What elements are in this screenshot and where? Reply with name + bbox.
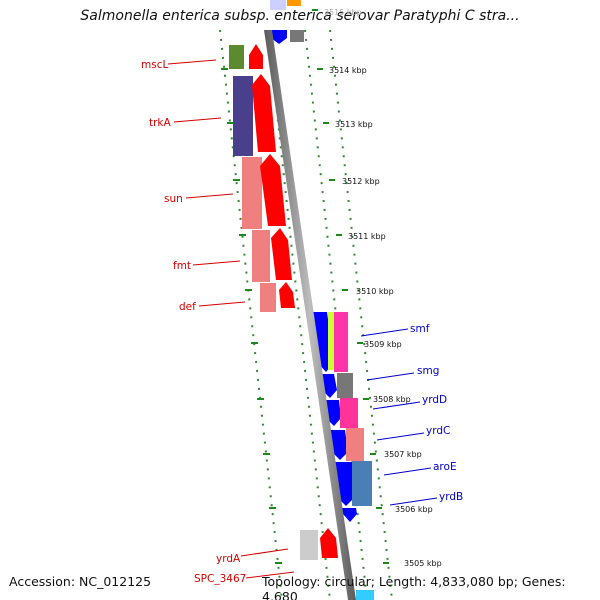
ruler-tick-3509: 3509 kbp	[357, 340, 402, 349]
cds-fmt[interactable]	[271, 228, 292, 280]
gene-label-text: smf	[410, 323, 430, 335]
ruler-label: 3508 kbp	[373, 395, 411, 404]
gene-label-text: fmt	[173, 260, 191, 272]
genome-backbone	[264, 30, 356, 600]
gene-label-smf[interactable]: smf	[360, 323, 430, 337]
gene-label-yrdC[interactable]: yrdC	[376, 425, 450, 441]
ruler-label: 3515 kbp	[324, 8, 362, 17]
gene-label-SPC_3467[interactable]: SPC_3467	[194, 571, 295, 585]
cds-mscL[interactable]	[249, 44, 263, 69]
gene-label-text: yrdB	[439, 491, 463, 503]
gene-label-yrdA[interactable]: yrdA	[216, 548, 289, 565]
gene-label-text: trkA	[149, 117, 172, 129]
ruler-tick-3510: 3510 kbp	[342, 287, 394, 296]
ruler-label: 3512 kbp	[342, 177, 380, 186]
track-boundary-inner-left	[267, 29, 331, 600]
ruler-tick-3512: 3512 kbp	[329, 177, 380, 186]
ruler-tick-3505: 3505 kbp	[383, 559, 442, 568]
gene-label-mscL[interactable]: mscL	[141, 59, 217, 71]
ruler-label: 3511 kbp	[348, 232, 386, 241]
ruler-label: 3513 kbp	[335, 120, 373, 129]
gene-label-text: mscL	[141, 59, 168, 71]
gene-label-smg[interactable]: smg	[366, 365, 439, 381]
ruler-tick-3508: 3508 kbp	[363, 395, 411, 404]
ruler-label: 3509 kbp	[364, 340, 402, 349]
track-boundary-outer-right	[329, 29, 393, 600]
top-partial-genes	[270, 0, 304, 44]
ruler-label: 3507 kbp	[384, 450, 422, 459]
cds-reverse-group	[249, 44, 338, 558]
ruler-tick-3507: 3507 kbp	[370, 450, 422, 459]
gene-label-text: def	[179, 301, 196, 313]
track-boundary-outer-left	[219, 29, 283, 600]
gene-label-aroE[interactable]: aroE	[383, 461, 457, 476]
gene-label-text: yrdC	[426, 425, 450, 437]
gene-label-trkA[interactable]: trkA	[149, 117, 222, 129]
ruler-tick-3515: 3515 kbp	[312, 8, 362, 17]
reverse-track-blocks	[229, 45, 318, 560]
cds-trkA[interactable]	[252, 74, 276, 152]
gene-label-text: sun	[164, 193, 183, 205]
gene-label-yrdB[interactable]: yrdB	[389, 491, 463, 506]
gene-label-text: smg	[417, 365, 439, 377]
gene-label-text: yrdA	[216, 553, 241, 565]
gene-label-text: yrdD	[422, 394, 447, 406]
gene-label-text: SPC_3467	[194, 573, 246, 585]
ruler-tick-3511: 3511 kbp	[336, 232, 386, 241]
ruler-tick-3513: 3513 kbp	[323, 120, 373, 129]
ruler-label: 3505 kbp	[404, 559, 442, 568]
ruler-ticks-left	[221, 68, 282, 564]
gene-label-def[interactable]: def	[179, 301, 246, 313]
gene-label-fmt[interactable]: fmt	[173, 260, 241, 272]
accession-label: Accession: NC_012125	[9, 574, 152, 589]
genome-stats-label: Topology: circular; Length: 4,833,080 bp…	[262, 574, 566, 600]
gene-label-sun[interactable]: sun	[164, 193, 234, 205]
cds-yrdB[interactable]	[342, 508, 357, 522]
cds-yrdA[interactable]	[320, 528, 338, 558]
gene-label-yrdD[interactable]: yrdD	[372, 394, 447, 410]
cds-def[interactable]	[279, 282, 295, 308]
ruler-label: 3510 kbp	[356, 287, 394, 296]
ruler-tick-3514: 3514 kbp	[317, 66, 367, 75]
gene-label-text: aroE	[433, 461, 457, 473]
ruler-label: 3514 kbp	[329, 66, 367, 75]
cds-sun[interactable]	[260, 154, 286, 226]
forward-track-blocks	[328, 312, 374, 600]
ruler-label: 3506 kbp	[395, 505, 433, 514]
genome-title: Salmonella enterica subsp. enterica sero…	[80, 8, 520, 24]
ruler-tick-3506: 3506 kbp	[376, 505, 433, 514]
